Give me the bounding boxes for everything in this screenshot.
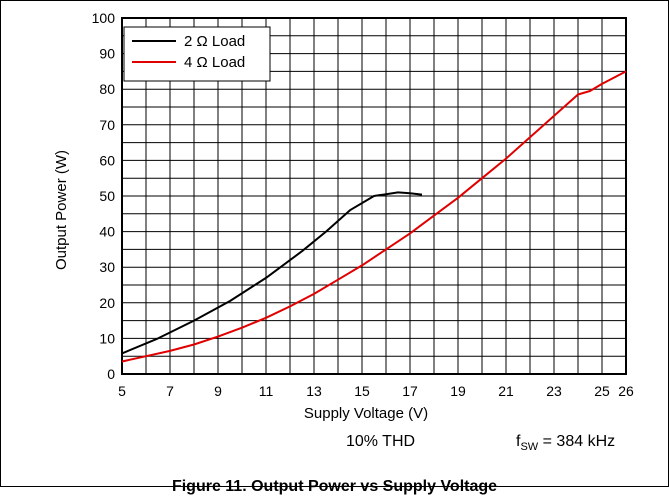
legend-label: 4 Ω Load xyxy=(184,54,245,71)
x-tick-label: 26 xyxy=(618,383,634,399)
x-tick-label: 21 xyxy=(498,383,514,399)
y-tick-label: 10 xyxy=(99,330,115,346)
x-tick-label: 23 xyxy=(546,383,562,399)
x-tick-label: 7 xyxy=(166,383,174,399)
switching-frequency-annotation: fSW = 384 kHz xyxy=(516,433,615,453)
fsw-subscript: SW xyxy=(520,441,539,454)
x-tick-label: 11 xyxy=(259,383,274,399)
x-axis-title: Supply Voltage (V) xyxy=(304,405,428,422)
thd-annotation: 10% THD xyxy=(346,433,416,450)
y-tick-label: 20 xyxy=(99,295,115,311)
x-tick-label: 15 xyxy=(354,383,370,399)
y-tick-label: 30 xyxy=(99,259,115,275)
figure-caption: Figure 11. Output Power vs Supply Voltag… xyxy=(171,478,498,495)
legend-label: 2 Ω Load xyxy=(184,33,245,50)
y-tick-label: 70 xyxy=(99,117,115,133)
plot-area-border xyxy=(121,17,627,375)
y-axis-title: Output Power (W) xyxy=(53,150,70,270)
y-tick-label: 90 xyxy=(99,46,115,62)
y-tick-label: 60 xyxy=(99,152,115,168)
fsw-symbol: f xyxy=(516,433,521,450)
y-tick-label: 100 xyxy=(92,10,116,26)
series-line-2 xyxy=(121,70,627,363)
x-tick-label: 13 xyxy=(306,383,322,399)
x-tick-label: 9 xyxy=(214,383,222,399)
series-line-1 xyxy=(121,191,423,355)
x-tick-label: 5 xyxy=(118,383,126,399)
y-tick-label: 80 xyxy=(99,81,115,97)
x-tick-label: 19 xyxy=(450,383,466,399)
fsw-value: = 384 kHz xyxy=(538,433,616,450)
legend-box xyxy=(123,26,271,82)
y-tick-label: 0 xyxy=(107,366,115,382)
y-tick-label: 50 xyxy=(99,188,115,204)
y-tick-label: 40 xyxy=(99,224,115,240)
x-tick-label: 25 xyxy=(594,383,610,399)
x-tick-label: 17 xyxy=(402,383,418,399)
